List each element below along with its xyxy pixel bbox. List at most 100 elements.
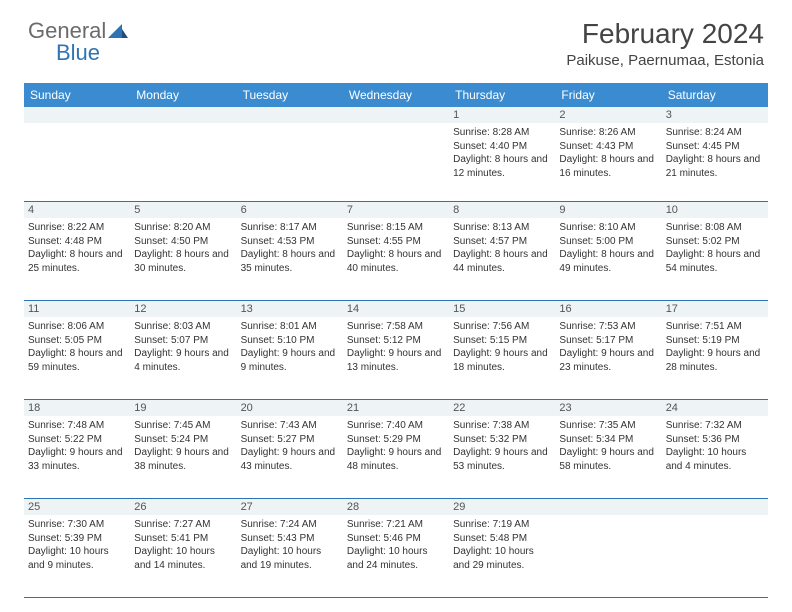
daylight-text: Daylight: 10 hours and 4 minutes. — [666, 446, 764, 473]
day-number: 1 — [449, 107, 555, 123]
daylight-text: Daylight: 8 hours and 30 minutes. — [134, 248, 232, 275]
sunrise-text: Sunrise: 7:32 AM — [666, 419, 764, 433]
month-title: February 2024 — [566, 18, 764, 50]
daylight-text: Daylight: 9 hours and 23 minutes. — [559, 347, 657, 374]
location: Paikuse, Paernumaa, Estonia — [566, 52, 764, 69]
daylight-text: Daylight: 9 hours and 43 minutes. — [241, 446, 339, 473]
daylight-text: Daylight: 8 hours and 21 minutes. — [666, 153, 764, 180]
day-cell: Sunrise: 8:24 AMSunset: 4:45 PMDaylight:… — [662, 123, 768, 201]
day-cell: Sunrise: 8:15 AMSunset: 4:55 PMDaylight:… — [343, 218, 449, 300]
daylight-text: Daylight: 9 hours and 4 minutes. — [134, 347, 232, 374]
day-header: Friday — [555, 83, 661, 107]
daylight-text: Daylight: 8 hours and 44 minutes. — [453, 248, 551, 275]
day-cell — [24, 123, 130, 201]
sunset-text: Sunset: 5:10 PM — [241, 334, 339, 348]
daylight-text: Daylight: 10 hours and 9 minutes. — [28, 545, 126, 572]
day-cell: Sunrise: 8:13 AMSunset: 4:57 PMDaylight:… — [449, 218, 555, 300]
sunset-text: Sunset: 5:41 PM — [134, 532, 232, 546]
day-number: 21 — [343, 400, 449, 416]
day-cell: Sunrise: 8:26 AMSunset: 4:43 PMDaylight:… — [555, 123, 661, 201]
day-number — [24, 107, 130, 123]
day-cell — [130, 123, 236, 201]
daylight-text: Daylight: 9 hours and 28 minutes. — [666, 347, 764, 374]
daylight-text: Daylight: 9 hours and 48 minutes. — [347, 446, 445, 473]
sunset-text: Sunset: 5:46 PM — [347, 532, 445, 546]
day-number: 6 — [237, 202, 343, 218]
sunset-text: Sunset: 5:39 PM — [28, 532, 126, 546]
day-cell: Sunrise: 8:08 AMSunset: 5:02 PMDaylight:… — [662, 218, 768, 300]
sunset-text: Sunset: 5:24 PM — [134, 433, 232, 447]
daylight-text: Daylight: 8 hours and 12 minutes. — [453, 153, 551, 180]
sunrise-text: Sunrise: 7:58 AM — [347, 320, 445, 334]
daynum-row: 45678910 — [24, 202, 768, 218]
daylight-text: Daylight: 9 hours and 53 minutes. — [453, 446, 551, 473]
day-cell: Sunrise: 8:03 AMSunset: 5:07 PMDaylight:… — [130, 317, 236, 399]
week-row: Sunrise: 8:22 AMSunset: 4:48 PMDaylight:… — [24, 218, 768, 301]
sunrise-text: Sunrise: 7:21 AM — [347, 518, 445, 532]
daylight-text: Daylight: 10 hours and 29 minutes. — [453, 545, 551, 572]
day-number: 26 — [130, 499, 236, 515]
day-cell: Sunrise: 7:51 AMSunset: 5:19 PMDaylight:… — [662, 317, 768, 399]
sunrise-text: Sunrise: 7:40 AM — [347, 419, 445, 433]
sunset-text: Sunset: 4:48 PM — [28, 235, 126, 249]
sunset-text: Sunset: 4:57 PM — [453, 235, 551, 249]
day-cell: Sunrise: 7:53 AMSunset: 5:17 PMDaylight:… — [555, 317, 661, 399]
day-number: 15 — [449, 301, 555, 317]
daynum-row: 11121314151617 — [24, 301, 768, 317]
title-block: February 2024 Paikuse, Paernumaa, Estoni… — [566, 18, 764, 69]
week-row: Sunrise: 8:06 AMSunset: 5:05 PMDaylight:… — [24, 317, 768, 400]
sunrise-text: Sunrise: 8:01 AM — [241, 320, 339, 334]
daylight-text: Daylight: 9 hours and 38 minutes. — [134, 446, 232, 473]
sunrise-text: Sunrise: 7:45 AM — [134, 419, 232, 433]
daylight-text: Daylight: 8 hours and 16 minutes. — [559, 153, 657, 180]
day-cell: Sunrise: 8:22 AMSunset: 4:48 PMDaylight:… — [24, 218, 130, 300]
day-header: Tuesday — [237, 83, 343, 107]
day-header-row: Sunday Monday Tuesday Wednesday Thursday… — [24, 83, 768, 107]
sunrise-text: Sunrise: 8:28 AM — [453, 126, 551, 140]
sunset-text: Sunset: 5:34 PM — [559, 433, 657, 447]
daylight-text: Daylight: 8 hours and 35 minutes. — [241, 248, 339, 275]
daylight-text: Daylight: 10 hours and 24 minutes. — [347, 545, 445, 572]
day-number — [237, 107, 343, 123]
day-cell: Sunrise: 8:20 AMSunset: 4:50 PMDaylight:… — [130, 218, 236, 300]
day-number: 12 — [130, 301, 236, 317]
day-number: 17 — [662, 301, 768, 317]
sunset-text: Sunset: 4:50 PM — [134, 235, 232, 249]
day-number: 23 — [555, 400, 661, 416]
day-number: 3 — [662, 107, 768, 123]
sunset-text: Sunset: 5:32 PM — [453, 433, 551, 447]
daylight-text: Daylight: 8 hours and 54 minutes. — [666, 248, 764, 275]
calendar: Sunday Monday Tuesday Wednesday Thursday… — [24, 83, 768, 598]
day-number: 7 — [343, 202, 449, 218]
day-number: 14 — [343, 301, 449, 317]
daylight-text: Daylight: 10 hours and 14 minutes. — [134, 545, 232, 572]
sunset-text: Sunset: 5:17 PM — [559, 334, 657, 348]
header: GeneralBlue February 2024 Paikuse, Paern… — [0, 0, 792, 77]
logo-mark-icon — [108, 24, 130, 40]
sunrise-text: Sunrise: 8:15 AM — [347, 221, 445, 235]
sunrise-text: Sunrise: 8:20 AM — [134, 221, 232, 235]
day-cell: Sunrise: 8:01 AMSunset: 5:10 PMDaylight:… — [237, 317, 343, 399]
day-number: 20 — [237, 400, 343, 416]
sunrise-text: Sunrise: 7:19 AM — [453, 518, 551, 532]
day-number: 18 — [24, 400, 130, 416]
day-cell: Sunrise: 8:28 AMSunset: 4:40 PMDaylight:… — [449, 123, 555, 201]
day-number: 22 — [449, 400, 555, 416]
day-header: Saturday — [662, 83, 768, 107]
sunrise-text: Sunrise: 7:56 AM — [453, 320, 551, 334]
sunset-text: Sunset: 5:19 PM — [666, 334, 764, 348]
day-number: 24 — [662, 400, 768, 416]
day-number: 9 — [555, 202, 661, 218]
sunset-text: Sunset: 5:02 PM — [666, 235, 764, 249]
sunrise-text: Sunrise: 7:43 AM — [241, 419, 339, 433]
day-cell — [555, 515, 661, 597]
sunrise-text: Sunrise: 8:17 AM — [241, 221, 339, 235]
sunset-text: Sunset: 5:27 PM — [241, 433, 339, 447]
sunrise-text: Sunrise: 7:35 AM — [559, 419, 657, 433]
sunset-text: Sunset: 4:45 PM — [666, 140, 764, 154]
daynum-row: 18192021222324 — [24, 400, 768, 416]
day-cell: Sunrise: 7:21 AMSunset: 5:46 PMDaylight:… — [343, 515, 449, 597]
daynum-row: 2526272829 — [24, 499, 768, 515]
day-number: 25 — [24, 499, 130, 515]
sunset-text: Sunset: 5:15 PM — [453, 334, 551, 348]
